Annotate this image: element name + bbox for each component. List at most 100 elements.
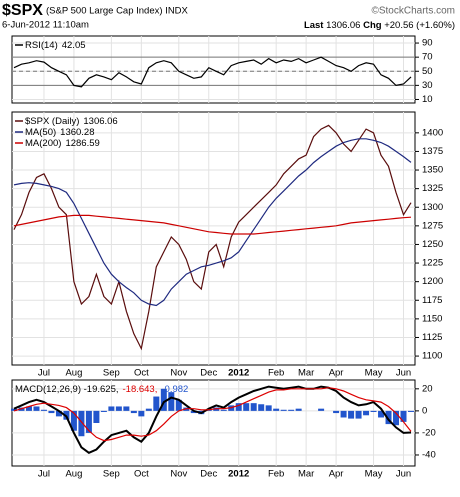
x-tick-label: Dec [200,368,217,379]
legend-item: -0.982 [161,384,188,395]
legend-value: 1286.59 [65,138,99,149]
x-tick-label: Apr [329,368,344,379]
x-tick-label: Feb [268,368,284,379]
legend-value: 42.05 [62,40,86,51]
histogram-bar [93,410,100,423]
y-tick-label: 30 [422,80,433,91]
x-tick-label: Feb [268,469,284,480]
legend-value: 1306.06 [83,116,117,127]
y-tick-label: 1225 [422,258,443,269]
histogram-bar [355,410,362,419]
series-line [13,385,412,454]
histogram-bar [153,396,160,411]
histogram-bar [288,409,295,411]
histogram-bar [40,409,47,411]
legend-entry: MA(50) 1360.28 [25,127,95,138]
histogram-bar [363,410,370,416]
histogram-bar [145,408,152,411]
last-label: Last [304,20,324,31]
legend-value: 1360.28 [60,127,94,138]
legend-entry: MACD(12,26,9) -19.625, -18.643, -0.982 [15,384,188,395]
legend-name: MA(50) [25,127,56,138]
y-tick-label: 1375 [422,146,443,157]
legend-name: RSI(14) [25,40,58,51]
histogram-bar [115,406,122,411]
histogram-bar [295,408,302,411]
symbol-name: (S&P 500 Large Cap Index) INDX [46,6,189,17]
histogram-bar [175,399,182,411]
histogram-bar [138,410,145,417]
histogram-bar [250,403,257,411]
x-tick-label: Oct [134,368,149,379]
legend-name: $SPX (Daily) [25,116,79,127]
y-tick-label: 1325 [422,183,443,194]
histogram-bar [400,410,407,422]
histogram-bar [408,410,414,412]
legend-name: MA(200) [25,138,61,149]
x-tick-label: Mar [298,368,314,379]
y-tick-label: 1400 [422,127,443,138]
panel-frame [11,111,416,366]
y-tick-label: 90 [422,38,433,49]
watermark: ©StockCharts.com [371,6,455,17]
legend-item: MACD(12,26,9) -19.625, [15,384,119,395]
histogram-bar [265,405,272,411]
histogram-bar [348,410,355,419]
histogram-bar [385,410,392,425]
y-tick-label: 1300 [422,202,443,213]
histogram-bar [123,406,130,411]
y-tick-label: 1250 [422,239,443,250]
histogram-bar [78,410,85,437]
y-tick-label: 0 [422,405,427,416]
date: 6-Jun-2012 11:10am [2,20,89,31]
y-tick-label: 1175 [422,295,442,306]
x-tick-label: Nov [170,368,187,379]
legend-item: -18.643, [123,384,158,395]
x-tick-label: 2012 [228,469,249,480]
y-tick-label: 1125 [422,332,442,343]
y-tick-label: -40 [422,449,436,460]
histogram-bar [11,408,17,411]
x-tick-label: Sep [103,469,120,480]
x-tick-label: Mar [298,469,314,480]
series-line [13,387,412,442]
x-tick-label: Apr [329,469,344,480]
y-tick-label: 50 [422,66,433,77]
histogram-bar [130,410,137,414]
last-value: 1306.06 [326,20,360,31]
histogram-bar [108,406,115,411]
symbol: $SPX [2,2,43,19]
x-tick-label: Aug [65,469,82,480]
y-tick-label: 1200 [422,276,443,287]
histogram-bar [280,409,287,411]
histogram-bar [333,410,340,414]
histogram-bar [55,410,62,417]
y-tick-label: 1100 [422,351,442,362]
x-tick-label: Sep [103,368,120,379]
x-tick-label: Nov [170,469,187,480]
series-line [13,214,412,235]
y-tick-label: 1275 [422,220,443,231]
y-tick-label: 70 [422,52,433,63]
histogram-bar [378,410,385,418]
histogram-bar [100,410,107,412]
x-tick-label: Jun [396,368,411,379]
histogram-bar [235,403,242,411]
legend-entry: RSI(14) 42.05 [25,40,86,51]
chg-value: +20.56 (+1.60%) [384,20,455,31]
histogram-bar [393,410,400,426]
x-tick-label: May [365,469,383,480]
y-tick-label: 1150 [422,313,442,324]
x-tick-label: Jul [38,368,50,379]
histogram-bar [340,410,347,418]
histogram-bar [25,406,32,411]
histogram-bar [220,409,227,411]
histogram-bar [370,410,377,412]
x-tick-label: May [365,368,383,379]
histogram-bar [258,404,265,411]
series-line [13,56,412,88]
histogram-bar [243,403,250,411]
y-tick-label: -20 [422,427,436,438]
x-tick-label: Jul [38,469,50,480]
